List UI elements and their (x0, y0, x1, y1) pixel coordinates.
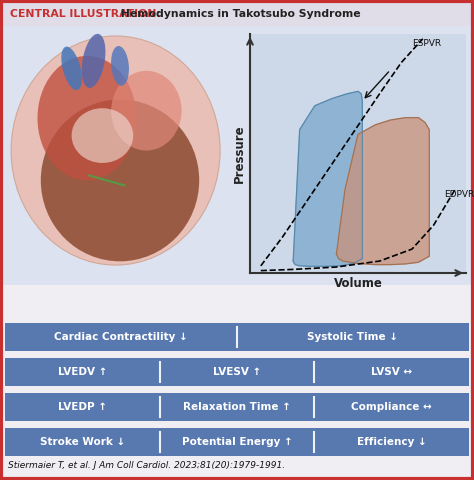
Ellipse shape (61, 47, 82, 90)
Text: Efficiency ↓: Efficiency ↓ (357, 437, 427, 447)
X-axis label: Volume: Volume (334, 277, 383, 290)
Text: Stroke Work ↓: Stroke Work ↓ (40, 437, 125, 447)
Text: Systolic Time ↓: Systolic Time ↓ (308, 332, 399, 342)
Text: LVESV ↑: LVESV ↑ (213, 367, 261, 377)
Ellipse shape (111, 71, 182, 151)
Text: EDPVR: EDPVR (445, 190, 474, 199)
Text: LVEDP ↑: LVEDP ↑ (58, 402, 107, 412)
Y-axis label: Pressure: Pressure (233, 124, 246, 183)
Text: Stiermaier T, et al. J Am Coll Cardiol. 2023;81(20):1979-1991.: Stiermaier T, et al. J Am Coll Cardiol. … (8, 461, 285, 470)
Text: ESPVR: ESPVR (412, 39, 441, 48)
Text: Potential Energy ↑: Potential Energy ↑ (182, 437, 292, 447)
Ellipse shape (37, 56, 137, 180)
Text: Compliance ↔: Compliance ↔ (351, 402, 432, 412)
Bar (3, 26, 471, 285)
Ellipse shape (41, 99, 199, 261)
Text: Hemodynamics in Takotsubo Syndrome: Hemodynamics in Takotsubo Syndrome (117, 9, 361, 19)
Text: CENTRAL ILLUSTRATION:: CENTRAL ILLUSTRATION: (10, 9, 161, 19)
Ellipse shape (11, 36, 220, 265)
Text: LVEDV ↑: LVEDV ↑ (58, 367, 107, 377)
Bar (5, 323, 469, 351)
Text: LVSV ↔: LVSV ↔ (371, 367, 412, 377)
Text: Cardiac Contractility ↓: Cardiac Contractility ↓ (54, 332, 188, 342)
Ellipse shape (72, 108, 133, 163)
Bar (5, 358, 469, 386)
Text: Relaxation Time ↑: Relaxation Time ↑ (183, 402, 291, 412)
Polygon shape (337, 118, 429, 264)
Bar (5, 393, 469, 421)
Polygon shape (293, 91, 362, 266)
Bar (5, 428, 469, 456)
Bar (3, 2, 471, 26)
Ellipse shape (111, 46, 129, 86)
Ellipse shape (82, 34, 105, 88)
